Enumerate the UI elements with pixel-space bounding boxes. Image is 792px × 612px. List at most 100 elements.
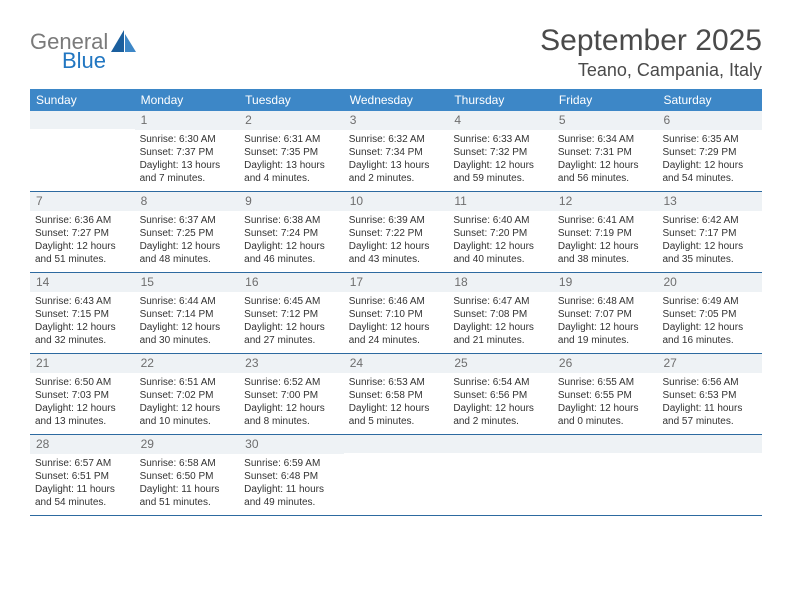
daylight-text: Daylight: 12 hours and 54 minutes. [662, 159, 757, 185]
page-title: September 2025 [540, 24, 762, 58]
calendar-day-cell: 5Sunrise: 6:34 AMSunset: 7:31 PMDaylight… [553, 111, 658, 191]
day-number: 4 [448, 111, 553, 130]
calendar-day-cell: 14Sunrise: 6:43 AMSunset: 7:15 PMDayligh… [30, 273, 135, 353]
sunset-text: Sunset: 6:51 PM [35, 470, 130, 483]
sunrise-text: Sunrise: 6:50 AM [35, 376, 130, 389]
sunrise-text: Sunrise: 6:34 AM [558, 133, 653, 146]
day-details: Sunrise: 6:38 AMSunset: 7:24 PMDaylight:… [239, 211, 344, 272]
daylight-text: Daylight: 12 hours and 46 minutes. [244, 240, 339, 266]
calendar-week-row: 28Sunrise: 6:57 AMSunset: 6:51 PMDayligh… [30, 435, 762, 516]
sunset-text: Sunset: 7:32 PM [453, 146, 548, 159]
calendar-day-cell: 3Sunrise: 6:32 AMSunset: 7:34 PMDaylight… [344, 111, 449, 191]
weekday-header: Thursday [448, 89, 553, 111]
sunset-text: Sunset: 7:17 PM [662, 227, 757, 240]
day-details: Sunrise: 6:54 AMSunset: 6:56 PMDaylight:… [448, 373, 553, 434]
page-header: General Blue September 2025 Teano, Campa… [30, 24, 762, 81]
day-details: Sunrise: 6:47 AMSunset: 7:08 PMDaylight:… [448, 292, 553, 353]
calendar-day-cell: 9Sunrise: 6:38 AMSunset: 7:24 PMDaylight… [239, 192, 344, 272]
sunset-text: Sunset: 7:20 PM [453, 227, 548, 240]
calendar-day-cell [30, 111, 135, 191]
daylight-text: Daylight: 12 hours and 32 minutes. [35, 321, 130, 347]
sunrise-text: Sunrise: 6:48 AM [558, 295, 653, 308]
daylight-text: Daylight: 12 hours and 43 minutes. [349, 240, 444, 266]
calendar-day-cell: 4Sunrise: 6:33 AMSunset: 7:32 PMDaylight… [448, 111, 553, 191]
day-details: Sunrise: 6:50 AMSunset: 7:03 PMDaylight:… [30, 373, 135, 434]
calendar-day-cell: 28Sunrise: 6:57 AMSunset: 6:51 PMDayligh… [30, 435, 135, 515]
sunset-text: Sunset: 6:55 PM [558, 389, 653, 402]
calendar-day-cell: 25Sunrise: 6:54 AMSunset: 6:56 PMDayligh… [448, 354, 553, 434]
sunset-text: Sunset: 6:58 PM [349, 389, 444, 402]
day-details: Sunrise: 6:58 AMSunset: 6:50 PMDaylight:… [135, 454, 240, 515]
day-number [553, 435, 658, 453]
day-details: Sunrise: 6:44 AMSunset: 7:14 PMDaylight:… [135, 292, 240, 353]
day-details: Sunrise: 6:36 AMSunset: 7:27 PMDaylight:… [30, 211, 135, 272]
day-number: 17 [344, 273, 449, 292]
sunrise-text: Sunrise: 6:40 AM [453, 214, 548, 227]
day-details: Sunrise: 6:42 AMSunset: 7:17 PMDaylight:… [657, 211, 762, 272]
sunset-text: Sunset: 7:35 PM [244, 146, 339, 159]
day-number: 29 [135, 435, 240, 454]
calendar-day-cell: 11Sunrise: 6:40 AMSunset: 7:20 PMDayligh… [448, 192, 553, 272]
calendar-day-cell: 17Sunrise: 6:46 AMSunset: 7:10 PMDayligh… [344, 273, 449, 353]
daylight-text: Daylight: 12 hours and 16 minutes. [662, 321, 757, 347]
day-number: 6 [657, 111, 762, 130]
calendar-week-row: 21Sunrise: 6:50 AMSunset: 7:03 PMDayligh… [30, 354, 762, 435]
calendar-day-cell: 1Sunrise: 6:30 AMSunset: 7:37 PMDaylight… [135, 111, 240, 191]
weekday-header: Saturday [657, 89, 762, 111]
day-number: 12 [553, 192, 658, 211]
calendar-day-cell: 20Sunrise: 6:49 AMSunset: 7:05 PMDayligh… [657, 273, 762, 353]
day-number: 16 [239, 273, 344, 292]
sunrise-text: Sunrise: 6:39 AM [349, 214, 444, 227]
daylight-text: Daylight: 12 hours and 48 minutes. [140, 240, 235, 266]
day-details: Sunrise: 6:37 AMSunset: 7:25 PMDaylight:… [135, 211, 240, 272]
day-number: 8 [135, 192, 240, 211]
sunset-text: Sunset: 7:22 PM [349, 227, 444, 240]
day-number: 25 [448, 354, 553, 373]
calendar-day-cell: 2Sunrise: 6:31 AMSunset: 7:35 PMDaylight… [239, 111, 344, 191]
day-number: 5 [553, 111, 658, 130]
day-details: Sunrise: 6:49 AMSunset: 7:05 PMDaylight:… [657, 292, 762, 353]
sunrise-text: Sunrise: 6:30 AM [140, 133, 235, 146]
day-details: Sunrise: 6:33 AMSunset: 7:32 PMDaylight:… [448, 130, 553, 191]
calendar-day-cell [657, 435, 762, 515]
sunrise-text: Sunrise: 6:46 AM [349, 295, 444, 308]
sunset-text: Sunset: 7:10 PM [349, 308, 444, 321]
daylight-text: Daylight: 12 hours and 13 minutes. [35, 402, 130, 428]
day-number: 30 [239, 435, 344, 454]
daylight-text: Daylight: 11 hours and 54 minutes. [35, 483, 130, 509]
daylight-text: Daylight: 12 hours and 2 minutes. [453, 402, 548, 428]
daylight-text: Daylight: 11 hours and 51 minutes. [140, 483, 235, 509]
page-subtitle: Teano, Campania, Italy [540, 60, 762, 81]
day-number: 9 [239, 192, 344, 211]
day-number: 20 [657, 273, 762, 292]
sunset-text: Sunset: 7:37 PM [140, 146, 235, 159]
day-details: Sunrise: 6:59 AMSunset: 6:48 PMDaylight:… [239, 454, 344, 515]
daylight-text: Daylight: 11 hours and 49 minutes. [244, 483, 339, 509]
day-number: 10 [344, 192, 449, 211]
day-details: Sunrise: 6:46 AMSunset: 7:10 PMDaylight:… [344, 292, 449, 353]
sunset-text: Sunset: 7:27 PM [35, 227, 130, 240]
daylight-text: Daylight: 12 hours and 0 minutes. [558, 402, 653, 428]
sunset-text: Sunset: 7:03 PM [35, 389, 130, 402]
sunset-text: Sunset: 7:00 PM [244, 389, 339, 402]
weekday-header: Tuesday [239, 89, 344, 111]
daylight-text: Daylight: 11 hours and 57 minutes. [662, 402, 757, 428]
weekday-header: Sunday [30, 89, 135, 111]
day-details: Sunrise: 6:48 AMSunset: 7:07 PMDaylight:… [553, 292, 658, 353]
daylight-text: Daylight: 13 hours and 2 minutes. [349, 159, 444, 185]
daylight-text: Daylight: 13 hours and 7 minutes. [140, 159, 235, 185]
brand-logo-text: General Blue [30, 30, 108, 72]
daylight-text: Daylight: 12 hours and 24 minutes. [349, 321, 444, 347]
sunset-text: Sunset: 7:25 PM [140, 227, 235, 240]
daylight-text: Daylight: 12 hours and 35 minutes. [662, 240, 757, 266]
day-number: 18 [448, 273, 553, 292]
day-number: 26 [553, 354, 658, 373]
calendar-day-cell: 30Sunrise: 6:59 AMSunset: 6:48 PMDayligh… [239, 435, 344, 515]
day-number [448, 435, 553, 453]
sunset-text: Sunset: 7:14 PM [140, 308, 235, 321]
sunrise-text: Sunrise: 6:59 AM [244, 457, 339, 470]
day-number: 23 [239, 354, 344, 373]
calendar-day-cell [344, 435, 449, 515]
sunset-text: Sunset: 7:12 PM [244, 308, 339, 321]
calendar-day-cell: 13Sunrise: 6:42 AMSunset: 7:17 PMDayligh… [657, 192, 762, 272]
